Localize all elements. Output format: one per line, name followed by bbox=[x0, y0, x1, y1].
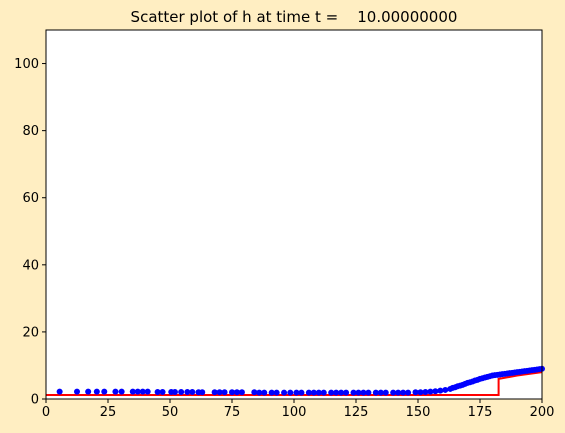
data-point bbox=[184, 388, 191, 395]
data-point bbox=[216, 389, 223, 396]
data-point bbox=[93, 388, 100, 395]
y-tick-label: 80 bbox=[22, 124, 39, 139]
data-point bbox=[281, 389, 288, 396]
data-point bbox=[328, 389, 335, 396]
data-point bbox=[268, 389, 275, 396]
data-point bbox=[154, 388, 161, 395]
chart-title: Scatter plot of h at time t = 10.0000000… bbox=[131, 8, 458, 26]
x-tick-label: 25 bbox=[100, 405, 117, 420]
data-point bbox=[238, 389, 245, 396]
data-point bbox=[139, 388, 146, 395]
data-point bbox=[256, 389, 263, 396]
x-axis: 0 25 50 75 100 125 150 175 200 bbox=[42, 399, 555, 420]
data-point bbox=[144, 388, 151, 395]
data-point bbox=[390, 389, 397, 396]
data-point bbox=[189, 388, 196, 395]
data-point bbox=[315, 389, 322, 396]
point-layer bbox=[56, 365, 545, 396]
data-point bbox=[118, 388, 125, 395]
data-point bbox=[405, 389, 412, 396]
data-point bbox=[412, 389, 419, 396]
data-point bbox=[427, 388, 434, 395]
plot-area bbox=[46, 30, 542, 399]
data-point bbox=[298, 389, 305, 396]
y-tick-label: 100 bbox=[14, 57, 39, 72]
data-point bbox=[400, 389, 407, 396]
data-point bbox=[178, 388, 185, 395]
data-point bbox=[305, 389, 312, 396]
data-point bbox=[74, 388, 80, 395]
y-tick-label: 20 bbox=[22, 325, 39, 340]
data-point bbox=[287, 389, 294, 396]
x-tick-label: 75 bbox=[224, 405, 241, 420]
x-tick-label: 125 bbox=[344, 405, 369, 420]
data-point bbox=[129, 388, 136, 395]
data-point bbox=[211, 389, 218, 396]
data-point bbox=[432, 388, 439, 395]
data-point bbox=[171, 388, 178, 395]
x-tick-label: 0 bbox=[42, 405, 50, 420]
x-tick-label: 150 bbox=[406, 405, 431, 420]
data-point bbox=[338, 389, 345, 396]
y-axis: 0 20 40 60 80 100 bbox=[14, 57, 46, 408]
data-point bbox=[365, 389, 372, 396]
x-tick-label: 200 bbox=[530, 405, 555, 420]
data-point bbox=[293, 389, 300, 396]
data-point bbox=[112, 388, 119, 395]
data-point bbox=[360, 389, 367, 396]
data-point bbox=[310, 389, 317, 396]
data-point bbox=[442, 386, 449, 393]
data-point bbox=[355, 389, 362, 396]
data-point bbox=[199, 389, 206, 396]
x-tick-label: 100 bbox=[282, 405, 307, 420]
data-point bbox=[261, 389, 268, 396]
data-point bbox=[333, 389, 340, 396]
data-point bbox=[343, 389, 350, 396]
data-point bbox=[377, 389, 384, 396]
data-point bbox=[134, 388, 141, 395]
x-tick-label: 50 bbox=[162, 405, 179, 420]
data-point bbox=[395, 389, 402, 396]
data-point bbox=[320, 389, 327, 396]
data-point bbox=[417, 389, 424, 396]
data-point bbox=[273, 389, 280, 396]
data-point bbox=[101, 388, 108, 395]
y-tick-label: 60 bbox=[22, 191, 39, 206]
y-tick-label: 0 bbox=[31, 393, 39, 408]
data-point bbox=[229, 389, 235, 396]
data-point bbox=[437, 387, 444, 394]
data-point bbox=[221, 389, 228, 396]
data-point bbox=[233, 389, 240, 396]
x-tick-label: 175 bbox=[468, 405, 493, 420]
data-point bbox=[56, 388, 63, 395]
data-point bbox=[382, 389, 389, 396]
data-point bbox=[422, 388, 429, 395]
data-point bbox=[159, 388, 166, 395]
y-tick-label: 40 bbox=[22, 258, 39, 273]
data-point bbox=[350, 389, 357, 396]
data-point bbox=[251, 389, 258, 396]
data-point bbox=[85, 388, 92, 395]
data-point bbox=[372, 389, 379, 396]
